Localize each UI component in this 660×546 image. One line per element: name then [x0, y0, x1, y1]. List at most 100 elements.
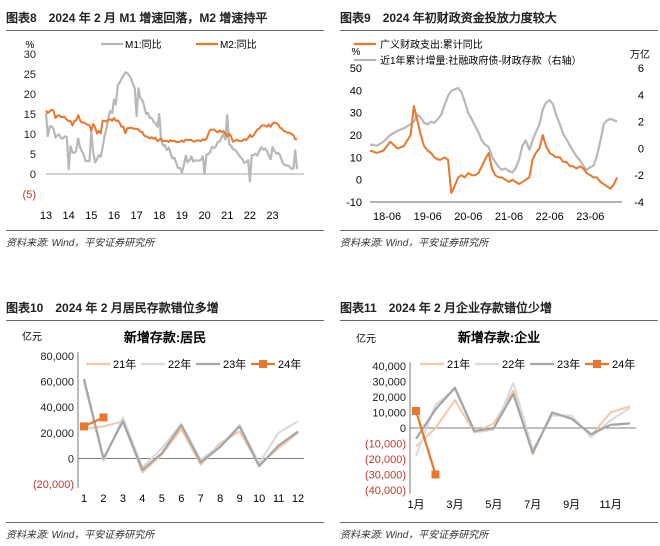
- y-tick-label: (20,000): [33, 479, 74, 491]
- x-tick-label: 10: [253, 493, 265, 505]
- series-line-fiscal: [369, 105, 619, 195]
- y-tick-label: 80,000: [40, 351, 74, 363]
- legend-marker-24年: [259, 360, 267, 368]
- series-line-23年: [82, 378, 299, 471]
- panel-label: 图表9: [340, 11, 371, 25]
- x-tick-label: 23-06: [576, 211, 604, 223]
- legend-label-22年: 22年: [502, 357, 525, 371]
- panel-chart-9: 图表9 2024 年初财政资金投放力度较大 % 万亿 -10 0 10 20 30 40 50 -4…: [340, 8, 658, 249]
- x-tick-label: 5: [159, 493, 165, 505]
- y-axis-unit: 亿元: [356, 332, 376, 345]
- y-tick-label: 10,000: [372, 408, 406, 420]
- legend-label-m2: M2:同比: [220, 39, 257, 51]
- y-tick-label-right: -2: [634, 170, 644, 182]
- legend-label-m1: M1:同比: [125, 39, 162, 51]
- panel-title: 图表10 2024 年 2 月居民存款错位多增: [6, 298, 324, 321]
- x-tick-label: 3月: [446, 499, 463, 511]
- y-axis-unit: %: [26, 40, 35, 51]
- y-tick-label-right: 0: [638, 143, 644, 155]
- x-tick-label: 15: [85, 210, 97, 222]
- series-line-m2: [45, 108, 297, 143]
- y-tick-label: 25: [24, 69, 36, 81]
- legend-label-23年: 23年: [223, 357, 246, 371]
- legend-marker-24年: [593, 360, 601, 368]
- y-tick-label: 0: [30, 169, 36, 181]
- panel-title-text: 2024 年 2 月居民存款错位多增: [55, 301, 219, 315]
- y-tick-label: 20: [24, 89, 36, 101]
- y-tick-label: (40,000): [365, 485, 406, 497]
- y-tick-label-right: 2: [638, 117, 644, 129]
- series-line-21年: [83, 420, 299, 474]
- y-tick-label-right: 4: [638, 90, 644, 102]
- x-tick-label: 21: [221, 210, 233, 222]
- x-tick-label: 20-06: [454, 211, 482, 223]
- x-tick-label: 22-06: [536, 211, 564, 223]
- household-deposit-line-chart: 新增存款:居民 亿元 (20,000) 0 20,000 40,000 60,000 80,0…: [22, 330, 304, 505]
- series-line-m1: [44, 71, 299, 183]
- x-tick-label: 11月: [599, 499, 621, 511]
- y-tick-label-left: 50: [350, 63, 362, 75]
- y-tick-label-left: 40: [350, 85, 362, 97]
- legend-label-24年: 24年: [612, 357, 635, 371]
- data-point-24年: [412, 406, 420, 415]
- panel-title-text: 2024 年 2 月 M1 增速回落，M2 增速持平: [48, 11, 268, 25]
- x-tick-label: 8: [217, 493, 223, 505]
- y-tick-label: 0: [400, 423, 406, 435]
- x-tick-label: 9月: [563, 499, 580, 511]
- legend-label-23年: 23年: [557, 357, 580, 371]
- x-tick-label: 18-06: [373, 211, 401, 223]
- y-tick-label: 30,000: [372, 377, 406, 389]
- y-tick-label: 60,000: [40, 377, 74, 389]
- chart-title: 新增存款:居民: [124, 330, 206, 345]
- x-tick-label: 16: [108, 210, 120, 222]
- data-point-24年: [99, 413, 108, 422]
- y-tick-label: 20,000: [40, 428, 74, 440]
- panel-title: 图表11 2024 年 2 月企业存款错位少增: [340, 298, 658, 321]
- y-tick-label: 10: [24, 129, 36, 141]
- panel-title-text: 2024 年 2 月企业存款错位少增: [388, 301, 553, 315]
- x-tick-label: 22: [244, 210, 256, 222]
- x-tick-label: 6: [178, 493, 184, 505]
- y-tick-label-left: 20: [350, 130, 362, 142]
- y-tick-label: 5: [30, 149, 36, 161]
- panel-chart-8: 图表8 2024 年 2 月 M1 增速回落，M2 增速持平 % (5) 0 5 10 15…: [6, 8, 324, 249]
- y-tick-label: 15: [24, 109, 36, 121]
- x-tick-label: 13: [40, 210, 52, 222]
- x-tick-label: 19-06: [414, 211, 442, 223]
- data-point-24年: [80, 422, 88, 431]
- legend-label-21年: 21年: [447, 357, 470, 371]
- panel-label: 图表11: [340, 301, 377, 315]
- y-axis-unit: 亿元: [22, 330, 42, 343]
- panel-title: 图表9 2024 年初财政资金投放力度较大: [340, 8, 658, 31]
- y-tick-label: (10,000): [365, 439, 406, 451]
- panel-label: 图表10: [6, 301, 44, 315]
- series-line-24年: [414, 410, 437, 475]
- x-tick-label: 18: [153, 210, 165, 222]
- legend-label-21年: 21年: [113, 357, 136, 371]
- y-tick-label: 30: [24, 49, 36, 61]
- y-tick-label-left: 0: [356, 175, 362, 187]
- series-line-govbond: [369, 86, 618, 174]
- x-tick-label: 12: [292, 493, 304, 505]
- source-note: 资料来源: Wind，平安证券研究所: [6, 522, 324, 541]
- corporate-deposit-line-chart: 新增存款:企业 亿元 (40,000) (30,000) (20,000) (10,000…: [356, 330, 636, 511]
- chart-title: 新增存款:企业: [458, 330, 540, 345]
- x-tick-label: 17: [130, 210, 142, 222]
- panel-label: 图表8: [6, 11, 37, 25]
- y-tick-label: (20,000): [365, 454, 406, 466]
- y-tick-label-right: -4: [634, 197, 644, 209]
- x-tick-label: 2: [100, 493, 106, 505]
- x-tick-label: 19: [176, 210, 188, 222]
- x-tick-label: 9: [237, 493, 243, 505]
- series-line-22年: [83, 381, 299, 469]
- x-tick-label: 7: [198, 493, 204, 505]
- y-axis-unit-left: %: [352, 47, 361, 58]
- x-tick-label: 3: [120, 493, 126, 505]
- source-note: 资料来源: Wind，平安证券研究所: [6, 230, 324, 249]
- x-tick-label: 14: [63, 210, 75, 222]
- x-tick-label: 4: [139, 493, 145, 505]
- panel-chart-11: 图表11 2024 年 2 月企业存款错位少增 新增存款:企业 亿元 (40,000)…: [340, 298, 658, 541]
- x-tick-label: 1月: [407, 499, 424, 511]
- x-tick-label: 21-06: [495, 211, 523, 223]
- y-tick-label: 0: [68, 453, 74, 465]
